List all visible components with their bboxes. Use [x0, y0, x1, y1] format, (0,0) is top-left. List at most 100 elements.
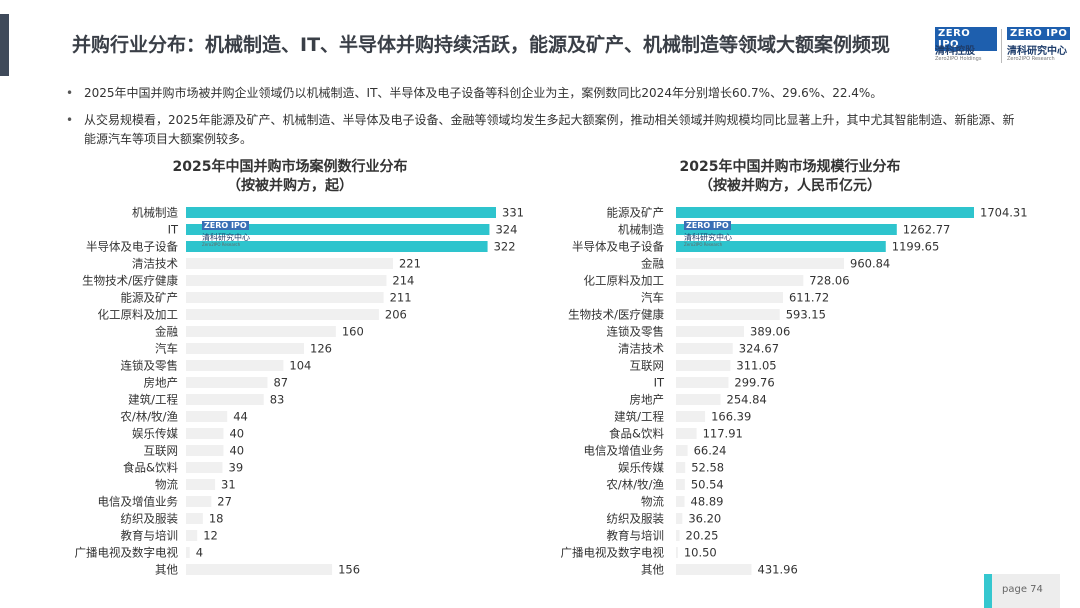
- bar: [186, 530, 198, 541]
- value-label: 12: [203, 529, 218, 543]
- value-label: 104: [289, 359, 311, 373]
- category-label: 机械制造: [132, 206, 178, 220]
- value-label: 160: [342, 325, 364, 339]
- category-label: 互联网: [144, 444, 179, 458]
- bar: [186, 241, 488, 252]
- logo-en: Zero2IPO Holdings: [935, 56, 982, 62]
- chart-deal-value: 2025年中国并购市场规模行业分布 （按被并购方，人民币亿元） 能源及矿产 170…: [530, 158, 1050, 578]
- watermark-badge: ZERO IPO: [684, 221, 731, 230]
- bar: [676, 377, 729, 388]
- logo-cn: 清科控股: [935, 46, 975, 57]
- bar: [186, 224, 490, 235]
- bar: [186, 343, 305, 354]
- title-accent-bar: [0, 14, 9, 76]
- category-label: 纺织及服装: [607, 512, 665, 526]
- category-label: IT: [654, 376, 665, 390]
- category-label: 汽车: [155, 342, 178, 356]
- value-label: 48.89: [691, 495, 724, 509]
- bar: [186, 445, 224, 456]
- value-label: 254.84: [727, 393, 767, 407]
- bar: [676, 224, 897, 235]
- bar: [676, 547, 678, 558]
- category-label: 金融: [155, 325, 178, 339]
- bar: [676, 343, 733, 354]
- bar: [186, 428, 224, 439]
- bar: [186, 207, 496, 218]
- category-label: 连锁及零售: [607, 325, 665, 339]
- bar: [186, 360, 284, 371]
- value-label: 593.15: [786, 308, 826, 322]
- value-label: 221: [399, 257, 421, 271]
- value-label: 211: [390, 291, 412, 305]
- bar: [676, 445, 688, 456]
- category-label: 清洁技术: [132, 257, 178, 271]
- value-label: 39: [229, 461, 244, 475]
- category-label: 房地产: [144, 376, 179, 390]
- bar: [676, 241, 886, 252]
- logo-group: ZERO IPO 清科控股 Zero2IPO Holdings ZERO IPO…: [935, 27, 1075, 67]
- bar: [186, 309, 379, 320]
- chart-subtitle: （按被并购方，起）: [227, 178, 353, 194]
- category-label: 物流: [641, 495, 664, 509]
- category-label: 其他: [155, 563, 178, 577]
- value-label: 1199.65: [892, 240, 940, 254]
- logo-cn: 清科研究中心: [1007, 46, 1067, 57]
- watermark-cn: 清科研究中心: [202, 233, 250, 242]
- page-indicator: page 74: [984, 574, 1060, 608]
- page-number: page 74: [1002, 584, 1043, 595]
- category-label: 半导体及电子设备: [572, 240, 664, 254]
- value-label: 31: [221, 478, 236, 492]
- category-label: 电信及增值业务: [98, 495, 179, 509]
- bar: [186, 462, 223, 473]
- bar: [676, 394, 721, 405]
- logo-badge: ZERO IPO: [1007, 27, 1071, 40]
- category-label: 食品&饮料: [123, 461, 178, 475]
- watermark-logo: ZERO IPO 清科研究中心 Zero2IPO Research: [202, 221, 268, 249]
- value-label: 960.84: [850, 257, 890, 271]
- bar: [186, 377, 268, 388]
- category-label: 农/林/牧/渔: [120, 410, 178, 424]
- bar: [676, 462, 686, 473]
- category-label: 广播电视及数字电视: [75, 546, 179, 560]
- bar: [676, 258, 845, 269]
- category-label: 其他: [641, 563, 664, 577]
- value-label: 389.06: [750, 325, 790, 339]
- watermark-cn: 清科研究中心: [684, 233, 732, 242]
- bar: [676, 309, 780, 320]
- watermark-en: Zero2IPO Research: [202, 242, 241, 247]
- bullet-item: 从交易规模看，2025年能源及矿产、机械制造、半导体及电子设备、金融等领域均发生…: [62, 111, 1022, 149]
- value-label: 611.72: [789, 291, 829, 305]
- value-label: 52.58: [691, 461, 724, 475]
- value-label: 206: [385, 308, 407, 322]
- watermark-logo: ZERO IPO 清科研究中心 Zero2IPO Research: [684, 221, 750, 249]
- value-label: 324: [495, 223, 517, 237]
- category-label: 清洁技术: [618, 342, 664, 356]
- logo-en: Zero2IPO Research: [1007, 56, 1055, 62]
- value-label: 431.96: [758, 563, 798, 577]
- value-label: 87: [273, 376, 288, 390]
- category-label: 建筑/工程: [128, 393, 178, 407]
- value-label: 18: [209, 512, 224, 526]
- bar: [676, 530, 680, 541]
- bar: [676, 411, 706, 422]
- bar: [676, 360, 731, 371]
- bar: [676, 513, 683, 524]
- bar: [186, 394, 264, 405]
- value-label: 40: [229, 427, 244, 441]
- logo-badge: ZERO IPO: [935, 27, 997, 51]
- bar: [186, 547, 190, 558]
- category-label: 房地产: [630, 393, 665, 407]
- category-label: 化工原料及加工: [584, 274, 665, 288]
- value-label: 322: [494, 240, 516, 254]
- value-label: 44: [233, 410, 248, 424]
- category-label: 连锁及零售: [121, 359, 179, 373]
- value-label: 50.54: [691, 478, 724, 492]
- summary-bullets: 2025年中国并购市场被并购企业领域仍以机械制造、IT、半导体及电子设备等科创企…: [62, 84, 1022, 157]
- bar: [186, 258, 393, 269]
- category-label: 生物技术/医疗健康: [82, 274, 178, 288]
- value-label: 4: [196, 546, 203, 560]
- bar-chart-svg: 能源及矿产 1704.31 机械制造 1262.77 半导体及电子设备 1199.65 金融…: [561, 206, 1028, 577]
- value-label: 27: [217, 495, 232, 509]
- category-label: 农/林/牧/渔: [606, 478, 664, 492]
- category-label: IT: [168, 223, 179, 237]
